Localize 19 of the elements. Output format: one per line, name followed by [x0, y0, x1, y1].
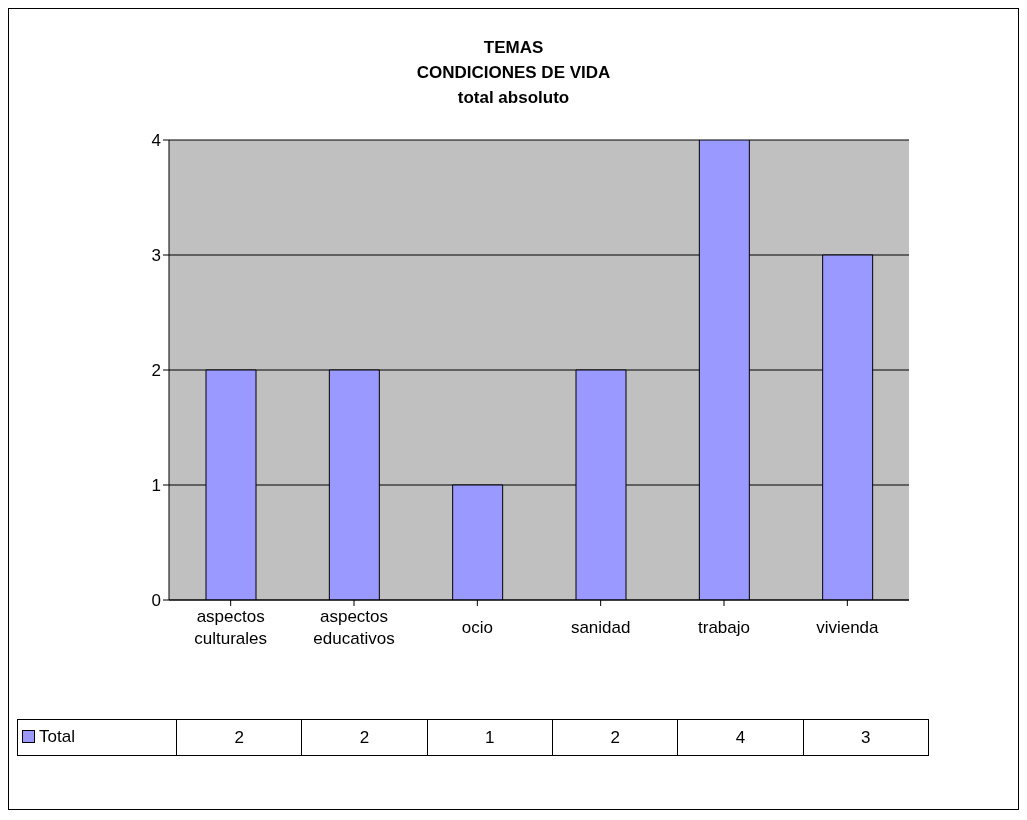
x-tick-label: ocio [461, 618, 493, 637]
data-label: 4 [677, 719, 804, 756]
x-tick-label: aspectos culturales [194, 607, 268, 648]
data-label: 2 [176, 719, 302, 756]
y-tick-label: 0 [151, 591, 161, 611]
y-tick-label: 4 [151, 131, 161, 151]
y-tick-label: 3 [151, 246, 161, 266]
x-tick-label: trabajo [698, 618, 750, 637]
data-label: 3 [803, 719, 929, 756]
y-tick-label: 1 [151, 476, 161, 496]
legend-label: Total [38, 726, 75, 747]
data-label: 2 [552, 719, 678, 756]
x-tick-label: aspectos educativos [313, 607, 395, 648]
data-label: 1 [427, 719, 553, 756]
data-label: 2 [301, 719, 428, 756]
x-tick-label: vivienda [816, 618, 880, 637]
x-tick-label: sanidad [570, 618, 631, 637]
chart-title: TEMAS CONDICIONES DE VIDA total absoluto [415, 37, 612, 109]
y-tick-label: 2 [151, 361, 161, 381]
